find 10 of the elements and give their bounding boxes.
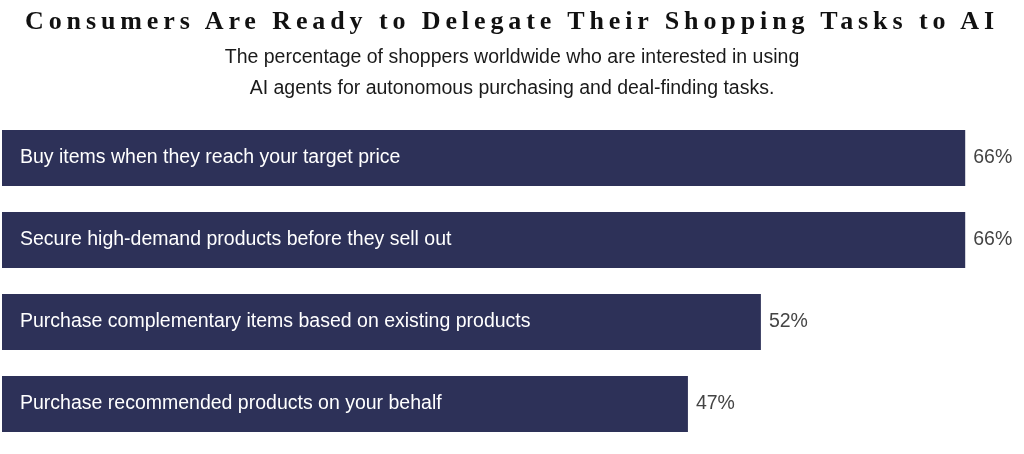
y-tick-label: Buy items when they reach your target price — [20, 145, 401, 168]
data-label: 66% — [973, 227, 1013, 250]
chart-subtitle: The percentage of shoppers worldwide who are interested in using AI agents for autonomous purchasing and deal-finding tasks. — [223, 44, 801, 100]
data-label: 52% — [768, 309, 808, 332]
chart-title: Consumers Are Ready to Delegate Their Shopping Tasks to AI — [24, 5, 1000, 37]
data-label: 66% — [973, 145, 1013, 168]
y-tick-label: Purchase complementary items based on existing products — [20, 309, 531, 332]
data-label: 47% — [695, 391, 735, 414]
y-tick-label: Secure high-demand products before they sell out — [20, 227, 453, 250]
y-tick-label: Purchase recommended products on your behalf — [20, 391, 443, 414]
